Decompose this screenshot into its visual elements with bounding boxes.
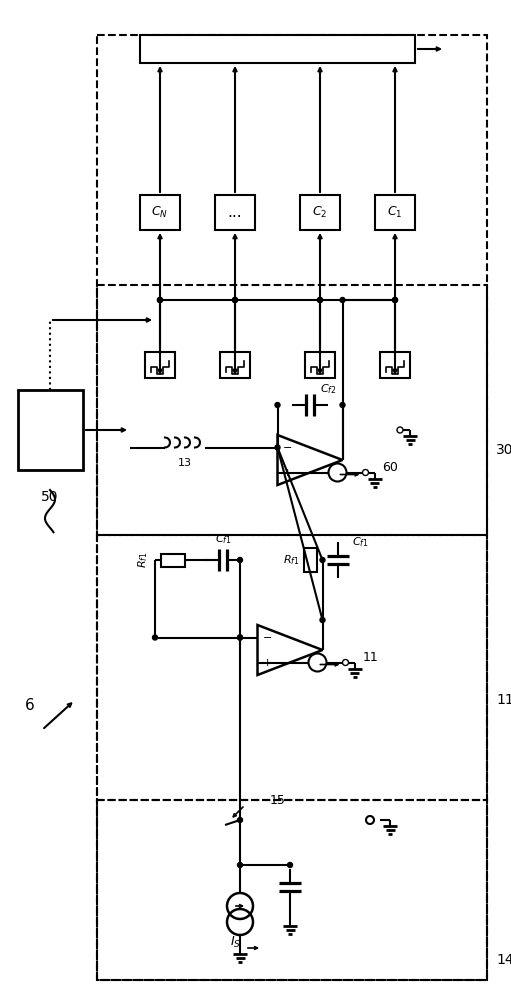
Text: $C_{f2}$: $C_{f2}$ bbox=[320, 382, 337, 396]
Circle shape bbox=[233, 298, 238, 302]
Bar bbox=[380, 352, 410, 378]
Bar bbox=[18, 390, 83, 470]
Text: $R_{f1}$: $R_{f1}$ bbox=[283, 553, 299, 567]
Circle shape bbox=[392, 298, 398, 302]
Text: $R_{f1}$: $R_{f1}$ bbox=[136, 552, 150, 568]
Circle shape bbox=[275, 402, 280, 408]
Text: 6: 6 bbox=[25, 698, 35, 712]
Bar bbox=[215, 195, 255, 230]
Text: 60: 60 bbox=[383, 461, 399, 474]
Text: $C_N$: $C_N$ bbox=[151, 205, 169, 220]
Bar bbox=[305, 352, 335, 378]
Circle shape bbox=[392, 298, 398, 302]
Text: 11: 11 bbox=[496, 693, 511, 707]
Text: $C_{f1}$: $C_{f1}$ bbox=[353, 535, 369, 549]
Circle shape bbox=[238, 635, 243, 640]
Circle shape bbox=[340, 402, 345, 408]
Text: $I_S$: $I_S$ bbox=[229, 934, 241, 950]
Text: 30: 30 bbox=[496, 443, 511, 457]
Text: $C_{f1}$: $C_{f1}$ bbox=[215, 532, 231, 546]
Text: 50: 50 bbox=[41, 490, 59, 504]
Bar bbox=[97, 800, 487, 980]
Circle shape bbox=[320, 617, 325, 622]
Bar bbox=[140, 35, 415, 63]
Text: +: + bbox=[283, 468, 292, 478]
Bar bbox=[375, 195, 415, 230]
Circle shape bbox=[238, 558, 243, 562]
Bar bbox=[140, 195, 180, 230]
Text: 14: 14 bbox=[496, 953, 511, 967]
Text: 15: 15 bbox=[270, 794, 286, 806]
Circle shape bbox=[317, 298, 322, 302]
Circle shape bbox=[320, 558, 325, 562]
Circle shape bbox=[233, 298, 238, 302]
Bar bbox=[300, 195, 340, 230]
Text: 13: 13 bbox=[178, 458, 192, 468]
Circle shape bbox=[157, 298, 162, 302]
Circle shape bbox=[288, 862, 292, 867]
Circle shape bbox=[152, 635, 157, 640]
Bar bbox=[97, 535, 487, 800]
Text: $C_1$: $C_1$ bbox=[387, 205, 403, 220]
Circle shape bbox=[157, 298, 162, 302]
Bar bbox=[304, 548, 317, 572]
Circle shape bbox=[317, 298, 322, 302]
Bar bbox=[161, 554, 185, 566]
Bar bbox=[97, 285, 487, 535]
Text: 11: 11 bbox=[362, 651, 378, 664]
Bar bbox=[220, 352, 250, 378]
Bar bbox=[97, 35, 487, 980]
Circle shape bbox=[275, 445, 280, 450]
Circle shape bbox=[238, 862, 243, 867]
Text: ...: ... bbox=[228, 205, 242, 220]
Text: −: − bbox=[283, 442, 292, 452]
Text: $C_2$: $C_2$ bbox=[312, 205, 328, 220]
Bar bbox=[145, 352, 175, 378]
Circle shape bbox=[238, 635, 243, 640]
Circle shape bbox=[238, 818, 243, 822]
Text: −: − bbox=[263, 633, 272, 643]
Text: +: + bbox=[263, 658, 272, 668]
Circle shape bbox=[340, 298, 345, 302]
